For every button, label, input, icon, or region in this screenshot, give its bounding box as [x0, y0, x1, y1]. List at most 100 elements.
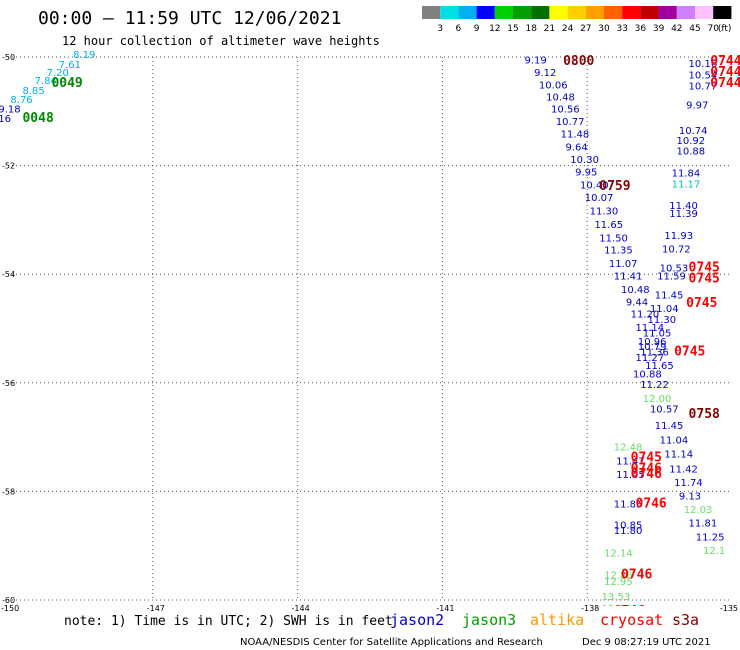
pass-times: 0049004808000759074407440744074507450745…: [22, 54, 740, 606]
scale-tick-label: 6: [456, 24, 462, 34]
swh-value: 10.06: [539, 80, 568, 91]
scale-swatch: [513, 6, 532, 19]
scale-swatch: [531, 6, 550, 19]
swh-value: 7.61: [59, 60, 81, 71]
swh-value: 10.72: [662, 244, 691, 255]
pass-time-label: 0746: [635, 497, 666, 512]
swh-value: 10.40: [580, 180, 609, 191]
swh-value: 10.92: [676, 136, 705, 147]
swh-value: 11.30: [590, 206, 619, 217]
scale-tick-label: 12: [489, 24, 500, 34]
swh-value: 10.16: [689, 59, 718, 70]
swh-value: 10.96: [638, 337, 667, 348]
swh-value: 10.53: [660, 263, 689, 274]
swh-value: 8.19: [73, 50, 95, 61]
pass-time-label: 0744: [710, 76, 740, 91]
swh-value: 11.45: [616, 470, 645, 481]
footer-timestamp: Dec 9 08:27:19 UTC 2021: [582, 637, 711, 648]
scale-tick-label: 24: [562, 24, 574, 34]
swh-value: 11.22: [640, 380, 669, 391]
pass-time-label: 0744: [710, 65, 740, 80]
swh-value: 11.85: [614, 500, 643, 511]
swh-value: 11.04: [650, 304, 679, 315]
scale-tick-label: 36: [635, 24, 647, 34]
swh-value: 12.1: [703, 546, 725, 557]
swh-value: 12.14: [604, 549, 633, 560]
swh-value: 10.56: [551, 104, 580, 115]
legend-altika: altika: [530, 611, 584, 629]
pass-time-label: 0745: [689, 271, 720, 286]
scale-tick-label: 27: [580, 24, 591, 34]
swh-value: 9.18: [0, 104, 21, 115]
swh-value: 11.81: [689, 519, 718, 530]
swh-value: 10.30: [570, 155, 599, 166]
swh-value: 9.19: [524, 56, 546, 67]
pass-time-label: 0758: [689, 407, 720, 422]
legend-s3a: s3a: [672, 611, 699, 629]
scale-tick-label: 33: [616, 24, 627, 34]
x-tick-label: -150: [1, 604, 19, 613]
swh-value: 9.44: [626, 298, 648, 309]
scale-swatch: [422, 6, 441, 19]
scale-tick-label: 45: [689, 24, 700, 34]
x-tick-label: -147: [147, 604, 165, 613]
scale-swatch: [585, 6, 604, 19]
swh-value: 11.48: [561, 129, 590, 140]
scale-tick-label: 15: [507, 24, 518, 34]
pass-time-label: 0800: [563, 54, 594, 69]
scale-tick-label: 18: [525, 24, 537, 34]
swh-value: 10.88: [676, 147, 705, 158]
swh-value: 11.40: [669, 201, 698, 212]
swh-value: 10.54: [689, 71, 718, 82]
swh-value: 10.48: [546, 92, 575, 103]
legend-jason3: jason3: [462, 611, 516, 629]
scale-swatch: [713, 6, 732, 19]
y-tick-label: -52: [2, 162, 15, 171]
scale-tick-label: 30: [598, 24, 610, 34]
pass-time-label: 0746: [621, 567, 652, 582]
pass-time-label: 0048: [22, 111, 53, 126]
scale-unit: (ft): [718, 24, 732, 34]
swh-value: 11.42: [669, 464, 698, 475]
swh-value: 11.41: [614, 272, 643, 283]
pass-time-label: 0744: [710, 54, 740, 69]
swh-value: 11.39: [669, 209, 698, 220]
data-points: 8.197.617.207.848.858.769.189.16 9.199.12…: [0, 50, 725, 606]
x-tick-label: -138: [581, 604, 599, 613]
scale-tick-label: 21: [544, 24, 555, 34]
scale-swatch: [622, 6, 641, 19]
y-tick-label: -54: [2, 270, 15, 279]
swh-value: 11.45: [655, 291, 684, 302]
swh-value: 12.03: [684, 505, 713, 516]
scale-tick-label: 39: [653, 24, 665, 34]
x-tick-label: -135: [720, 604, 738, 613]
swh-value: 9.64: [565, 142, 587, 153]
scale-swatch: [440, 6, 459, 19]
y-tick-label: -50: [2, 53, 15, 62]
swh-value: 10.48: [621, 285, 650, 296]
color-scale: 3 6 9 12 15 18 21 24 27 30 33 36 39 42 45 70(ft): [422, 6, 732, 34]
legend-cryosat: cryosat: [600, 611, 663, 629]
swh-value: 11.74: [674, 478, 703, 489]
footer-credit: NOAA/NESDIS Center for Satellite Applica…: [240, 637, 543, 648]
swh-value: 11.47: [616, 456, 645, 467]
pass-time-label: 0745: [631, 451, 662, 466]
swh-value: 11.93: [664, 231, 693, 242]
swh-value: 7.84: [35, 76, 57, 87]
pass-time-label: 0746: [631, 461, 662, 476]
swh-value: 10.57: [650, 405, 679, 416]
swh-value: 9.13: [679, 492, 701, 503]
swh-value: 11.65: [594, 220, 623, 231]
scale-swatch: [604, 6, 623, 19]
pass-time-label: 0745: [674, 345, 705, 360]
scale-tick-label: 70: [707, 24, 719, 34]
swh-value: 10.77: [689, 82, 718, 93]
swh-value: 11.25: [696, 532, 725, 543]
swh-value: 12.95: [604, 577, 633, 588]
swh-value: 11.65: [645, 361, 674, 372]
swh-value: 10.85: [614, 520, 643, 531]
pass-time-label: 0745: [689, 260, 720, 275]
swh-value: 10.07: [585, 193, 614, 204]
